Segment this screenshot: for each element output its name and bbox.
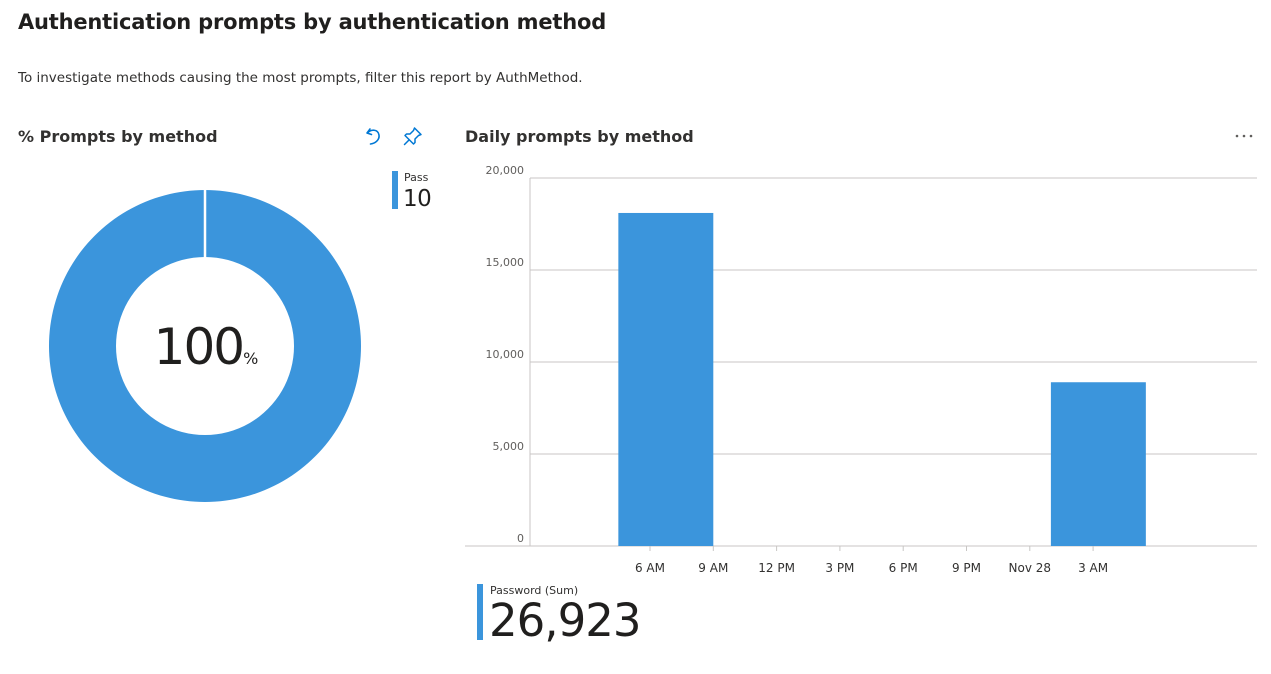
- donut-center-unit: %: [243, 349, 259, 368]
- x-tick-label: 6 PM: [889, 561, 918, 575]
- undo-button[interactable]: [361, 123, 387, 149]
- pin-icon: [403, 127, 422, 146]
- pin-button[interactable]: [400, 123, 426, 149]
- bar-summary-swatch: [477, 584, 483, 640]
- x-tick-label: 6 AM: [635, 561, 665, 575]
- x-tick-label: 9 PM: [952, 561, 981, 575]
- undo-icon: [366, 128, 380, 145]
- y-tick-label: 15,000: [486, 256, 525, 269]
- donut-legend-value: 10: [403, 186, 432, 212]
- x-tick-label: 12 PM: [758, 561, 795, 575]
- page-title: Authentication prompts by authentication…: [18, 10, 607, 34]
- donut-slice-pass[interactable]: [48, 190, 361, 503]
- x-tick-label: 3 PM: [825, 561, 854, 575]
- donut-center-value: 100: [153, 318, 245, 376]
- donut-legend-label[interactable]: Pass: [404, 171, 429, 184]
- bar-1[interactable]: [618, 212, 714, 546]
- y-tick-label: 10,000: [486, 348, 525, 361]
- donut-legend-swatch: [392, 171, 398, 209]
- bar-tile-title: Daily prompts by method: [465, 127, 694, 146]
- page-subtitle: To investigate methods causing the most …: [18, 70, 583, 86]
- more-options-button[interactable]: [1231, 122, 1257, 148]
- ellipsis-icon: [1235, 134, 1253, 138]
- x-tick-label: 9 AM: [698, 561, 728, 575]
- bar-chart[interactable]: 0 5,000 10,000 15,000 20,000 6 AM 9 AM 12 PM 3 P…: [460, 155, 1260, 580]
- donut-tile-title: % Prompts by method: [18, 127, 218, 146]
- bar-2[interactable]: [1050, 382, 1146, 546]
- donut-center-label: 100%: [108, 318, 304, 376]
- x-tick-label: 3 AM: [1078, 561, 1108, 575]
- y-tick-label: 5,000: [493, 440, 525, 453]
- y-tick-label: 20,000: [486, 164, 525, 177]
- bar-summary-value: 26,923: [489, 594, 641, 647]
- y-tick-label: 0: [517, 532, 524, 545]
- x-tick-label: Nov 28: [1009, 561, 1052, 575]
- donut-chart[interactable]: [40, 180, 370, 510]
- bar-summary-label[interactable]: Password (Sum): [490, 584, 579, 597]
